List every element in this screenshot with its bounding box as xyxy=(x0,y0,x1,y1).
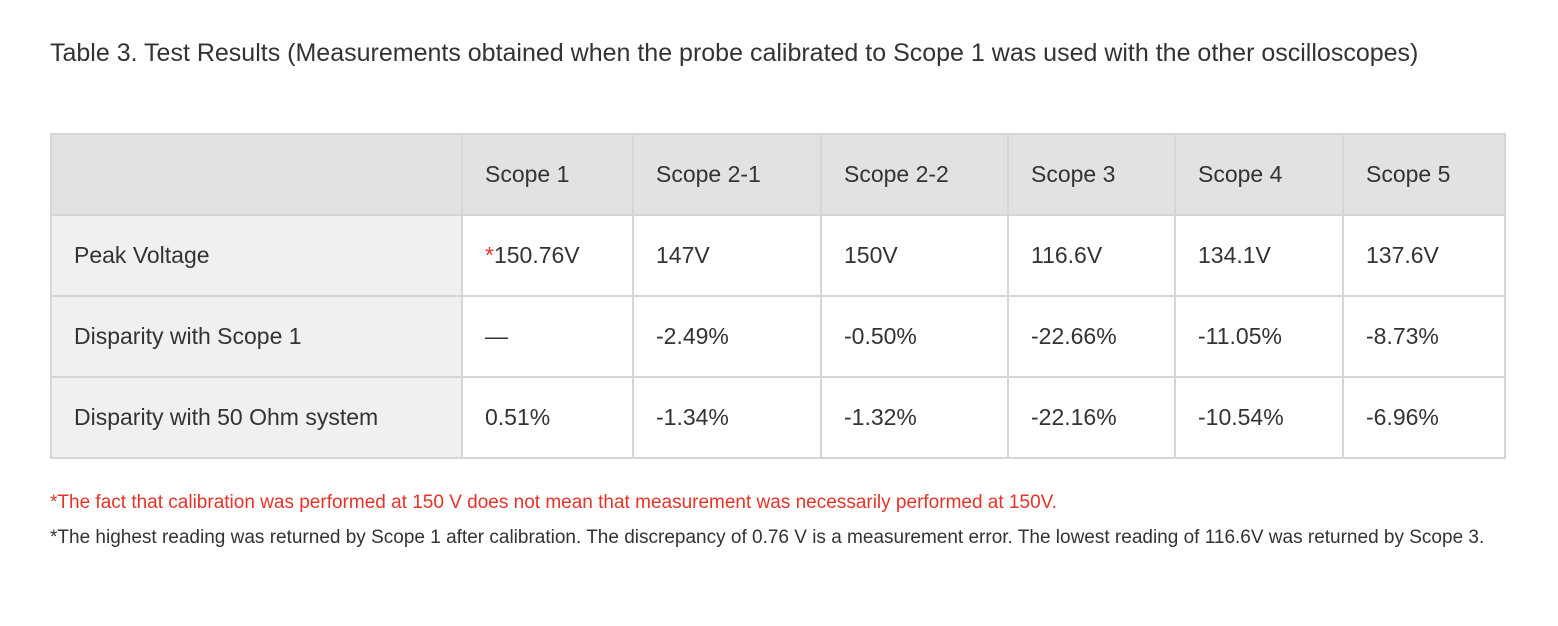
table-row: Peak Voltage *150.76V 147V 150V 116.6V 1… xyxy=(50,214,1506,297)
table-cell: 137.6V xyxy=(1342,214,1506,297)
footnotes: *The fact that calibration was performed… xyxy=(50,485,1520,555)
table-cell: -11.05% xyxy=(1174,295,1344,378)
header-cell: Scope 3 xyxy=(1007,133,1176,216)
header-cell: Scope 2-2 xyxy=(820,133,1009,216)
table-cell: 134.1V xyxy=(1174,214,1344,297)
row-label: Disparity with 50 Ohm system xyxy=(50,376,463,459)
table-cell: -10.54% xyxy=(1174,376,1344,459)
results-table: Scope 1 Scope 2-1 Scope 2-2 Scope 3 Scop… xyxy=(50,133,1506,459)
cell-value: 150.76V xyxy=(493,242,580,268)
table-row: Disparity with Scope 1 — -2.49% -0.50% -… xyxy=(50,295,1506,378)
row-label: Disparity with Scope 1 xyxy=(50,295,463,378)
header-cell: Scope 4 xyxy=(1174,133,1344,216)
header-cell: Scope 1 xyxy=(461,133,634,216)
table-cell: — xyxy=(461,295,634,378)
table-cell: 150V xyxy=(820,214,1009,297)
table-cell: *150.76V xyxy=(461,214,634,297)
table-cell: -1.34% xyxy=(632,376,822,459)
table-cell: -6.96% xyxy=(1342,376,1506,459)
table-row: Disparity with 50 Ohm system 0.51% -1.34… xyxy=(50,376,1506,459)
footnote-readings: *The highest reading was returned by Sco… xyxy=(50,527,1485,548)
row-label: Peak Voltage xyxy=(50,214,463,297)
table-cell: -1.32% xyxy=(820,376,1009,459)
table-caption: Table 3. Test Results (Measurements obta… xyxy=(50,39,1419,67)
table-cell: -2.49% xyxy=(632,295,822,378)
table-cell: 0.51% xyxy=(461,376,634,459)
table-cell: 147V xyxy=(632,214,822,297)
header-cell xyxy=(50,133,463,216)
table-cell: -22.66% xyxy=(1007,295,1176,378)
asterisk-marker: * xyxy=(485,242,494,268)
header-cell: Scope 5 xyxy=(1342,133,1506,216)
header-cell: Scope 2-1 xyxy=(632,133,822,216)
table-cell: 116.6V xyxy=(1007,214,1176,297)
table-cell: -0.50% xyxy=(820,295,1009,378)
header-row: Scope 1 Scope 2-1 Scope 2-2 Scope 3 Scop… xyxy=(50,133,1506,216)
table-cell: -22.16% xyxy=(1007,376,1176,459)
table-cell: -8.73% xyxy=(1342,295,1506,378)
footnote-calibration: *The fact that calibration was performed… xyxy=(50,492,1057,513)
